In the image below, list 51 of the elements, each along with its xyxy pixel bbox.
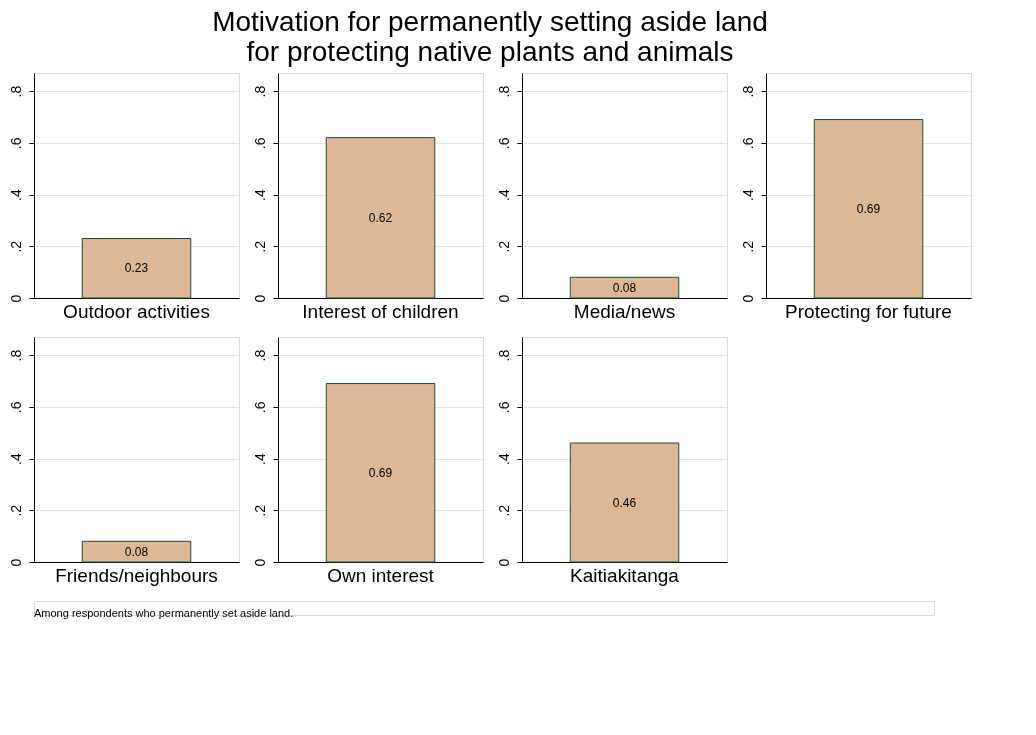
- y-tick-label: .2: [495, 504, 512, 517]
- y-tick-label: .8: [7, 85, 24, 98]
- y-tick-label: .4: [7, 453, 24, 465]
- y-tick-label: .8: [739, 85, 756, 98]
- y-tick-label: .6: [251, 401, 268, 414]
- x-tick-label: Kaitiakitanga: [570, 564, 680, 586]
- y-tick-label: .6: [739, 137, 756, 150]
- y-tick-label: .8: [495, 349, 512, 362]
- data-label: 0.08: [124, 544, 149, 559]
- y-tick-label: .6: [7, 401, 24, 414]
- y-tick-label: 0: [7, 558, 24, 567]
- y-tick-label: .2: [7, 240, 24, 253]
- y-tick-label: .8: [251, 85, 268, 98]
- y-tick-label: 0: [251, 294, 268, 303]
- y-tick-label: .4: [251, 453, 268, 465]
- x-tick-label: Outdoor activities: [63, 300, 210, 322]
- text: Motivation for permanently setting aside land: [212, 5, 768, 37]
- x-tick-label: Media/news: [573, 300, 676, 322]
- y-tick-label: .6: [495, 401, 512, 414]
- x-tick-label: Interest of children: [302, 300, 459, 322]
- x-tick-label: Protecting for future: [785, 300, 952, 322]
- x-tick-label: Own interest: [327, 564, 435, 586]
- y-tick-label: 0: [7, 294, 24, 303]
- y-tick-label: 0: [495, 558, 512, 567]
- y-tick-label: .8: [495, 85, 512, 98]
- y-tick-label: .2: [7, 504, 24, 517]
- data-label: 0.69: [856, 201, 881, 216]
- y-tick-label: .4: [739, 189, 756, 201]
- y-tick-label: 0: [739, 294, 756, 303]
- data-label: 0.62: [368, 210, 393, 225]
- y-tick-label: .2: [251, 240, 268, 253]
- y-tick-label: 0: [495, 294, 512, 303]
- data-label: 0.23: [124, 261, 149, 276]
- y-tick-label: .6: [495, 137, 512, 150]
- y-tick-label: .2: [739, 240, 756, 253]
- y-tick-label: .6: [7, 137, 24, 150]
- y-tick-label: 0: [251, 558, 268, 567]
- data-label: 0.46: [612, 495, 637, 510]
- y-tick-label: .4: [7, 189, 24, 201]
- data-label: 0.08: [612, 280, 637, 295]
- y-tick-label: .2: [251, 504, 268, 517]
- y-tick-label: .4: [495, 189, 512, 201]
- y-tick-label: .8: [7, 349, 24, 362]
- y-tick-label: .4: [251, 189, 268, 201]
- x-tick-label: Friends/neighbours: [55, 564, 218, 586]
- text: Among respondents who permanently set aside land.: [34, 607, 294, 619]
- y-tick-label: .6: [251, 137, 268, 150]
- y-tick-label: .8: [251, 349, 268, 362]
- data-label: 0.69: [368, 465, 393, 480]
- y-tick-label: .4: [495, 453, 512, 465]
- y-tick-label: .2: [495, 240, 512, 253]
